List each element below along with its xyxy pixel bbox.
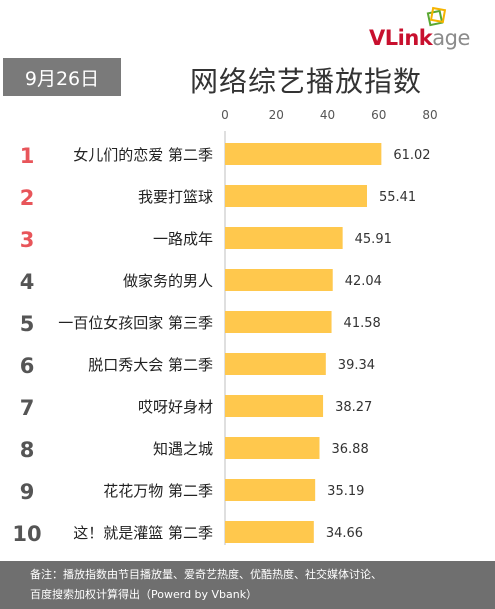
- rank-label: 5: [20, 312, 35, 336]
- value-label: 38.27: [335, 400, 372, 415]
- footnote-line-2: 百度搜索加权计算得出（Powerd by Vbank）: [30, 588, 258, 601]
- bar: [225, 479, 316, 501]
- category-label: 一百位女孩回家 第三季: [58, 314, 213, 332]
- vlinkage-logo: VLinkage: [369, 6, 481, 50]
- footnote: 备注：播放指数由节目播放量、爱奇艺热度、优酷热度、社交媒体讨论、 百度搜索加权计…: [0, 561, 495, 609]
- value-label: 45.91: [355, 232, 392, 247]
- x-tick-label: 40: [320, 108, 335, 122]
- rank-label: 1: [20, 144, 35, 168]
- footnote-line-1: 备注：播放指数由节目播放量、爱奇艺热度、优酷热度、社交媒体讨论、: [30, 568, 382, 581]
- rank-label: 6: [20, 354, 35, 378]
- bar: [225, 437, 320, 459]
- category-label: 我要打篮球: [138, 188, 213, 206]
- bar: [225, 353, 326, 375]
- rank-label: 8: [20, 438, 35, 462]
- rank-label: 4: [20, 270, 35, 294]
- bar: [225, 311, 332, 333]
- date-badge: 9月26日: [3, 58, 121, 96]
- value-label: 35.19: [327, 484, 364, 499]
- logo-wordmark: VLinkage: [369, 26, 470, 50]
- x-tick-label: 20: [269, 108, 284, 122]
- value-label: 42.04: [345, 274, 382, 289]
- bar: [225, 143, 382, 165]
- value-label: 61.02: [393, 148, 430, 163]
- rank-label: 9: [20, 480, 35, 504]
- chart-title: 网络综艺播放指数: [190, 65, 423, 98]
- value-label: 34.66: [326, 526, 363, 541]
- category-label: 知遇之城: [153, 440, 213, 458]
- value-label: 41.58: [344, 316, 381, 331]
- bar: [225, 185, 367, 207]
- category-label: 一路成年: [153, 230, 213, 248]
- x-tick-label: 60: [371, 108, 386, 122]
- bar: [225, 269, 333, 291]
- category-label: 脱口秀大会 第二季: [88, 356, 213, 374]
- value-label: 36.88: [332, 442, 369, 457]
- category-label: 做家务的男人: [123, 272, 213, 290]
- category-label: 女儿们的恋爱 第二季: [73, 146, 213, 164]
- x-tick-label: 0: [221, 108, 229, 122]
- value-label: 55.41: [379, 190, 416, 205]
- bar-chart: 0 20 40 60 80 1 女儿们的恋爱 第二季 61.02 2 我要打篮球 55.41 3 一路成…: [12, 108, 437, 546]
- rank-label: 3: [20, 228, 35, 252]
- bar: [225, 395, 324, 417]
- rank-label: 7: [20, 396, 35, 420]
- rank-label: 10: [12, 522, 41, 546]
- value-label: 39.34: [338, 358, 375, 373]
- category-label: 花花万物 第二季: [103, 482, 213, 500]
- category-label: 哎呀好身材: [138, 398, 213, 416]
- bar: [225, 227, 343, 249]
- stacked-squares-icon: [426, 6, 447, 27]
- logo-text-rest: age: [432, 26, 470, 50]
- category-label: 这！就是灌篮 第二季: [73, 524, 213, 542]
- x-tick-label: 80: [422, 108, 437, 122]
- logo-text-accent: VLink: [369, 26, 433, 50]
- rank-label: 2: [20, 186, 35, 210]
- bar: [225, 521, 314, 543]
